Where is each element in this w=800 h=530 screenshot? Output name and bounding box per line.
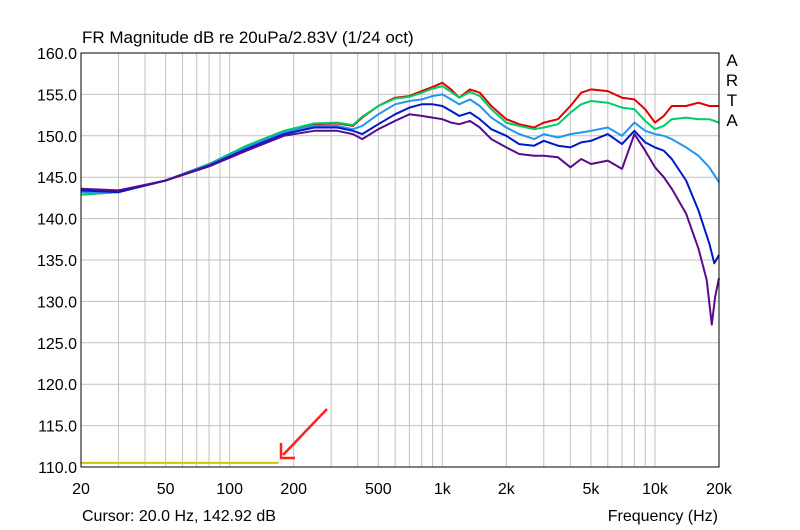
chart-title: FR Magnitude dB re 20uPa/2.83V (1/24 oct…: [82, 28, 414, 47]
x-tick-label: 5k: [583, 481, 601, 498]
y-tick-label: 145.0: [37, 170, 77, 187]
y-tick-label: 130.0: [37, 294, 77, 311]
x-tick-label: 20k: [706, 481, 733, 498]
x-tick-label: 200: [280, 481, 307, 498]
x-tick-label: 500: [365, 481, 392, 498]
x-tick-label: 10k: [642, 481, 669, 498]
y-tick-label: 135.0: [37, 253, 77, 270]
y-tick-label: 160.0: [37, 46, 77, 63]
side-letter: R: [726, 71, 738, 90]
y-tick-label: 140.0: [37, 212, 77, 229]
x-axis-label: Frequency (Hz): [608, 508, 718, 525]
x-tick-label: 20: [72, 481, 90, 498]
arrow-shaft: [282, 408, 328, 456]
side-letter: A: [726, 111, 738, 130]
cursor-arrow-annotation: [279, 408, 328, 460]
series-line-5: [80, 113, 720, 326]
y-tick-label: 125.0: [37, 336, 77, 353]
side-letter: A: [726, 51, 738, 70]
grid-lines: [81, 53, 719, 467]
x-tick-label: 1k: [434, 481, 452, 498]
x-axis-ticks: 20 50 100 200 500 1k 2k 5k 10k 20k: [72, 481, 733, 498]
y-tick-label: 155.0: [37, 87, 77, 104]
x-tick-label: 100: [216, 481, 243, 498]
y-tick-label: 120.0: [37, 377, 77, 394]
y-axis-ticks: 110.0 115.0 120.0 125.0 130.0 135.0 140.0 145.0…: [37, 46, 77, 477]
x-tick-label: 50: [157, 481, 175, 498]
series-line-2: [80, 85, 720, 196]
series-line-4: [80, 103, 720, 265]
arrow-head: [279, 443, 295, 460]
series-group: [80, 81, 720, 464]
series-line-3: [81, 93, 720, 194]
cursor-readout: Cursor: 20.0 Hz, 142.92 dB: [82, 508, 276, 525]
y-tick-label: 115.0: [38, 419, 77, 436]
side-letter: T: [727, 91, 737, 110]
y-tick-label: 110.0: [38, 460, 77, 477]
x-tick-label: 2k: [498, 481, 516, 498]
plot-frame: [80, 52, 720, 468]
y-tick-label: 150.0: [37, 129, 77, 146]
